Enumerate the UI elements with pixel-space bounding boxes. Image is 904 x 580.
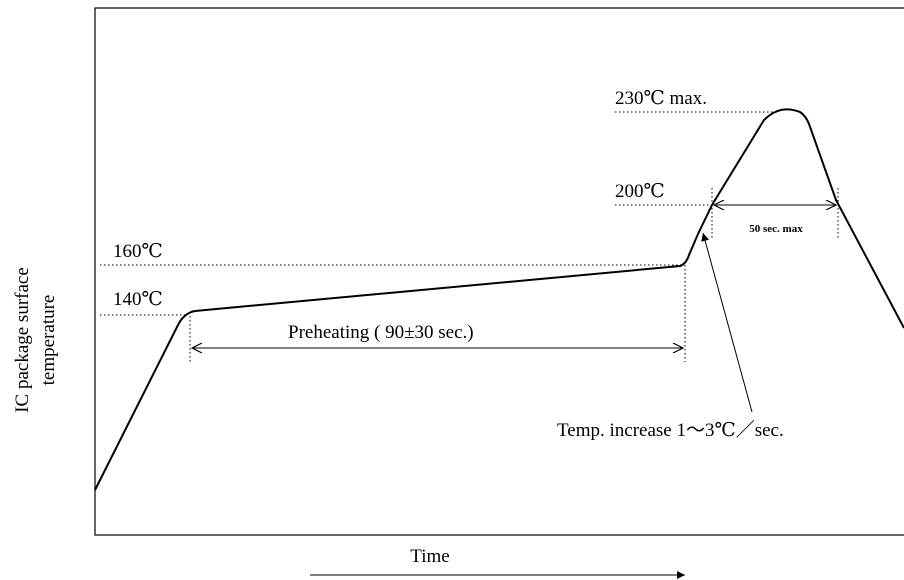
frame [94, 7, 904, 536]
ramp-note: Temp. increase 1～3℃／sec. [557, 419, 784, 441]
note-arrow [701, 232, 753, 413]
preheat-label: Preheating ( 90±30 sec.) [288, 322, 474, 343]
level-label: 200℃ [615, 181, 665, 202]
y-axis-label: temperature [38, 295, 59, 386]
level-label: 140℃ [113, 289, 163, 310]
y-axis-label: IC package surface [12, 267, 33, 413]
level-label: 230℃ max. [615, 88, 707, 109]
profile-curve [94, 108, 904, 491]
x-axis-label: Time [410, 546, 449, 567]
window-label: 50 sec. max [749, 223, 803, 235]
level-label: 160℃ [113, 241, 163, 262]
